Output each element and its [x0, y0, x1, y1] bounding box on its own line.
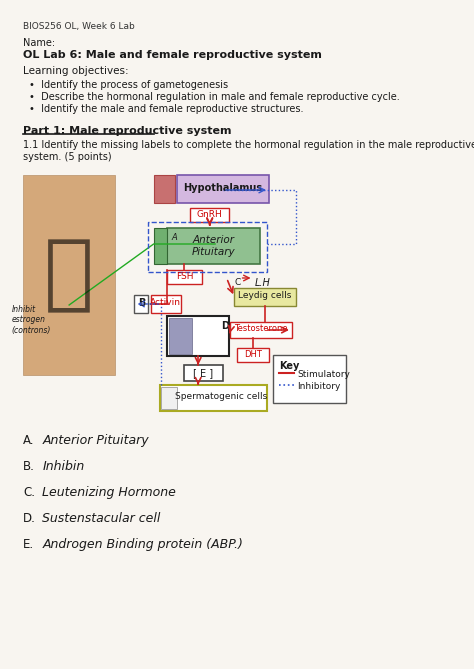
Text: B: B [137, 298, 145, 308]
FancyBboxPatch shape [234, 288, 296, 306]
Text: Name:: Name: [23, 38, 55, 48]
Text: Activin: Activin [150, 298, 182, 307]
Text: Part 1: Male reproductive system: Part 1: Male reproductive system [23, 126, 231, 136]
FancyBboxPatch shape [167, 316, 229, 356]
Text: BIOS256 OL, Week 6 Lab: BIOS256 OL, Week 6 Lab [23, 22, 135, 31]
FancyBboxPatch shape [191, 208, 229, 222]
FancyBboxPatch shape [230, 322, 292, 338]
Text: FSH: FSH [176, 272, 193, 281]
FancyBboxPatch shape [154, 175, 175, 203]
Text: Inhibitory: Inhibitory [297, 382, 341, 391]
Text: Key: Key [279, 361, 299, 371]
Text: C: C [234, 278, 240, 287]
Text: OL Lab 6: Male and female reproductive system: OL Lab 6: Male and female reproductive s… [23, 50, 322, 60]
Text: Learning objectives:: Learning objectives: [23, 66, 128, 76]
Text: Testosterone: Testosterone [234, 324, 288, 333]
FancyBboxPatch shape [184, 365, 223, 381]
Text: 1.1 Identify the missing labels to complete the hormonal regulation in the male : 1.1 Identify the missing labels to compl… [23, 140, 474, 162]
Text: •  Describe the hormonal regulation in male and female reproductive cycle.: • Describe the hormonal regulation in ma… [29, 92, 400, 102]
Text: Sustenstacular cell: Sustenstacular cell [42, 512, 161, 525]
Text: Leydig cells: Leydig cells [238, 291, 292, 300]
Text: Leutenizing Hormone: Leutenizing Hormone [42, 486, 176, 499]
FancyBboxPatch shape [167, 270, 202, 284]
Text: [ E ]: [ E ] [193, 368, 214, 378]
Text: E.: E. [23, 538, 34, 551]
Text: Inhibin: Inhibin [42, 460, 84, 473]
Text: Anterior Pituitary: Anterior Pituitary [42, 434, 149, 447]
FancyBboxPatch shape [177, 175, 269, 203]
Text: •  Identify the process of gametogenesis: • Identify the process of gametogenesis [29, 80, 228, 90]
Text: Stimulatory: Stimulatory [297, 370, 350, 379]
FancyBboxPatch shape [273, 355, 346, 403]
Text: B.: B. [23, 460, 35, 473]
FancyBboxPatch shape [151, 295, 181, 313]
FancyBboxPatch shape [161, 387, 177, 409]
Text: D.: D. [23, 512, 36, 525]
Text: L.H: L.H [255, 278, 271, 288]
Text: Androgen Binding protein (ABP.): Androgen Binding protein (ABP.) [42, 538, 243, 551]
Text: Spermatogenic cells: Spermatogenic cells [175, 392, 267, 401]
Text: Hypothalamus: Hypothalamus [183, 183, 262, 193]
Text: GnRH: GnRH [197, 210, 223, 219]
FancyBboxPatch shape [23, 175, 115, 375]
FancyBboxPatch shape [167, 228, 260, 264]
Text: A: A [171, 233, 177, 242]
FancyBboxPatch shape [154, 228, 167, 264]
Text: 🧍: 🧍 [44, 235, 94, 316]
Text: DHT: DHT [244, 350, 262, 359]
Text: Anterior
Pituitary: Anterior Pituitary [191, 235, 236, 257]
Text: A.: A. [23, 434, 35, 447]
Text: •  Identify the male and female reproductive structures.: • Identify the male and female reproduct… [29, 104, 304, 114]
FancyBboxPatch shape [169, 318, 192, 354]
Text: D: D [221, 321, 229, 331]
FancyBboxPatch shape [237, 348, 269, 362]
FancyBboxPatch shape [135, 295, 148, 313]
Text: Inhibit
estrogen
(controns): Inhibit estrogen (controns) [11, 305, 51, 334]
FancyBboxPatch shape [160, 385, 267, 411]
Text: C.: C. [23, 486, 35, 499]
